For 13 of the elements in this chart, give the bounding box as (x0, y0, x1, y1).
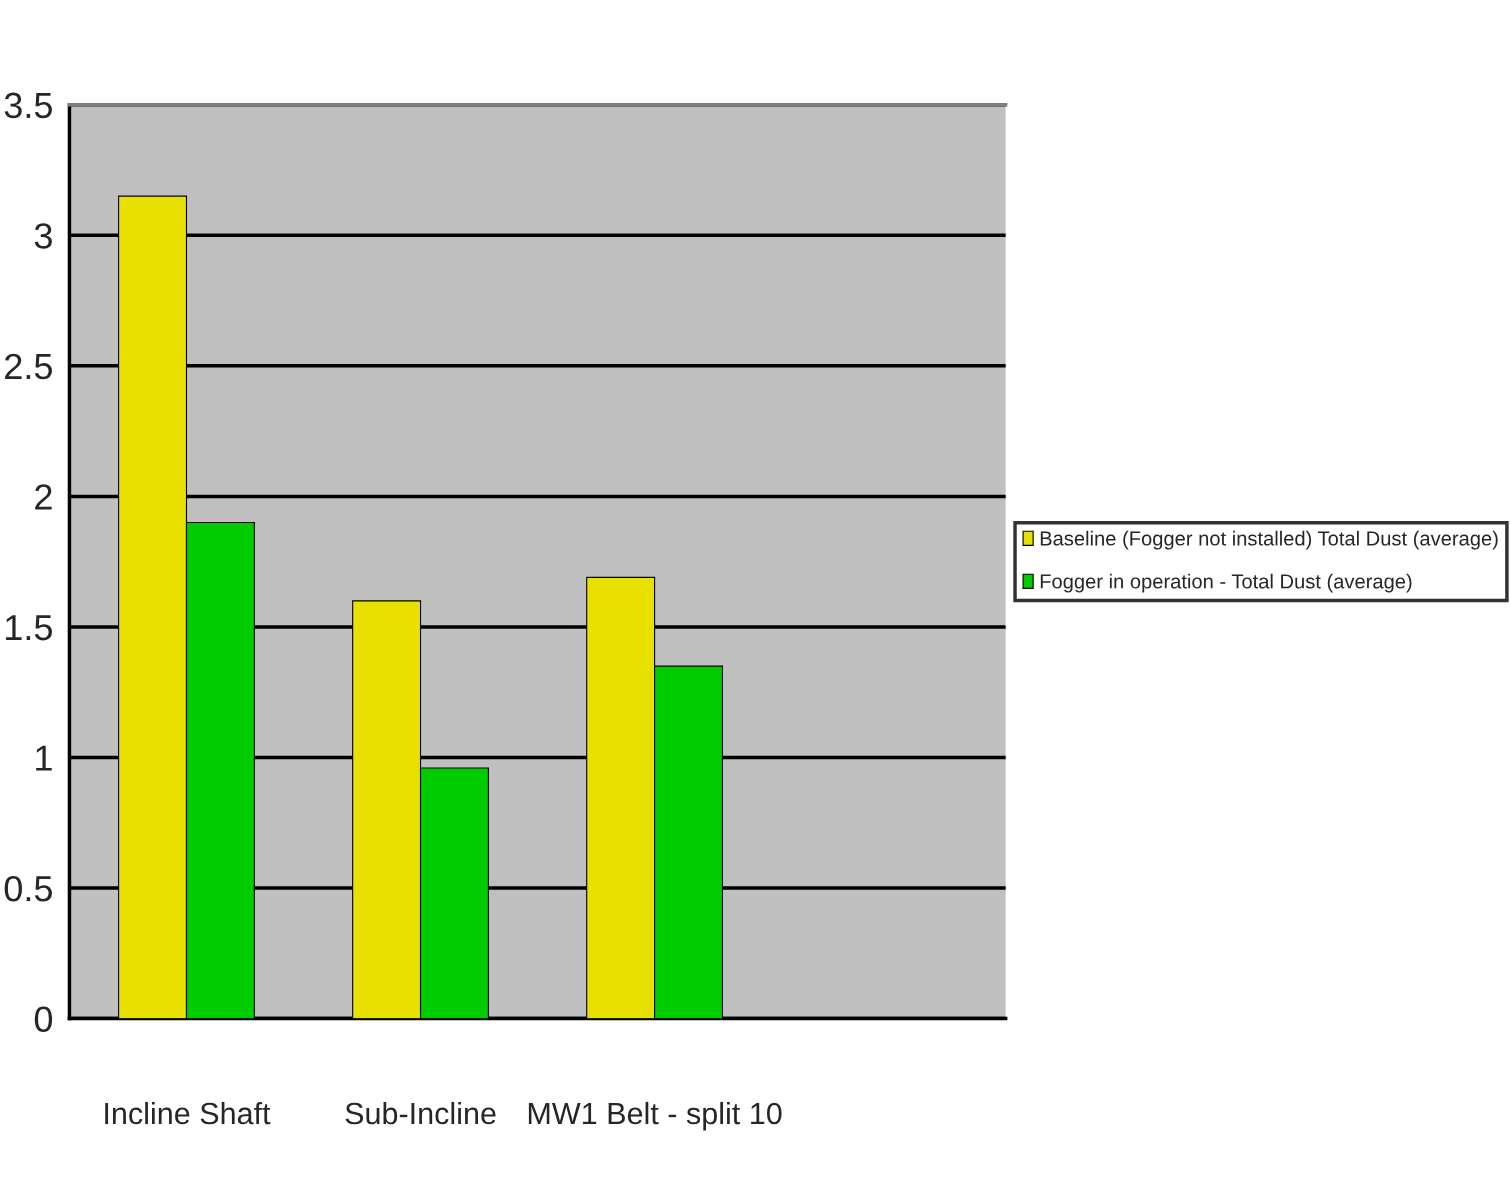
x-tick-label: Sub-Incline (345, 1101, 496, 1125)
y-tick-label: 3.5 (4, 92, 52, 119)
y-tick-label: 1 (36, 745, 52, 771)
x-tick-label: MW1 Belt - split 10 (528, 1101, 782, 1131)
y-tick-label: 2.5 (5, 353, 52, 380)
y-tick-label: 3 (34, 223, 52, 249)
legend-label: Fogger in operation - Total Dust (average) (1040, 573, 1412, 593)
y-tick-label: 0.5 (4, 875, 52, 902)
y-tick-label: 2 (35, 484, 52, 510)
legend-label: Baseline (Fogger not installed) Total Dust (average) (1040, 530, 1498, 550)
y-tick-label: 0 (34, 1006, 53, 1033)
y-tick-label: 1.5 (6, 615, 52, 641)
x-tick-label: Incline Shaft (105, 1101, 271, 1125)
